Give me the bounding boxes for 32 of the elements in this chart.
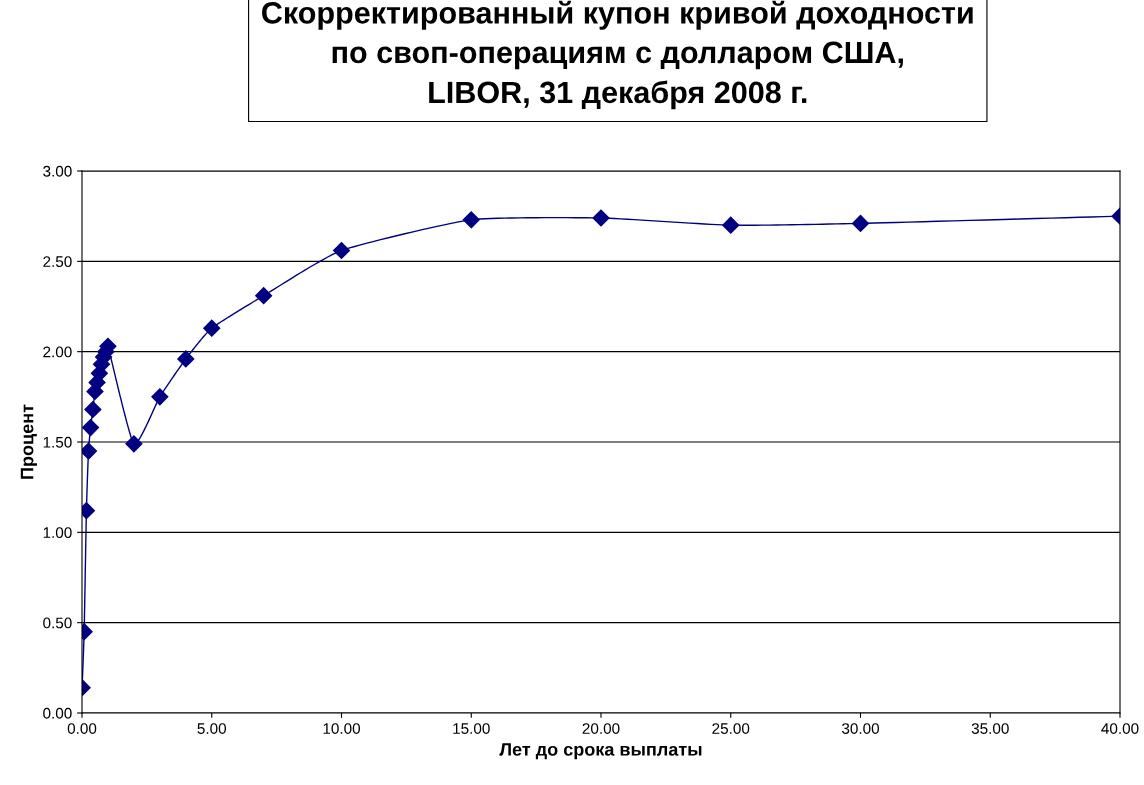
point: [462, 211, 480, 229]
point: [203, 319, 221, 337]
x-axis-title: Лет до срока выплаты: [499, 743, 702, 760]
x-tick-label: 20.00: [582, 723, 620, 734]
point: [82, 442, 98, 460]
y-tick-label: 3.00: [43, 165, 72, 177]
x-tick-label: 35.00: [971, 723, 1009, 734]
point: [84, 400, 102, 419]
x-tick-label: 10.00: [323, 723, 361, 734]
point: [82, 418, 100, 437]
y-tick-label: 1.00: [43, 527, 72, 539]
x-tick-label: 5.00: [197, 723, 227, 734]
point: [255, 287, 273, 305]
y-tick-label: 1.50: [43, 436, 72, 448]
point: [592, 209, 610, 227]
x-tick-label: 30.00: [841, 723, 880, 734]
point: [722, 216, 740, 234]
x-tick-label: 15.00: [453, 723, 490, 734]
y-axis-title: Процент: [20, 404, 37, 479]
x-tick-label: 40.00: [1101, 723, 1139, 734]
y-tick-label: 0.50: [43, 617, 72, 629]
y-tick-label: 2.50: [43, 256, 72, 268]
y-tick-label: 0.00: [43, 707, 72, 719]
point: [177, 350, 195, 368]
x-tick-label: 0.00: [67, 723, 97, 734]
point: [851, 214, 870, 232]
chart-title: Скорректированный купон кривой доходности по своп-операциям с долларом США, LIBOR, 31 декабря 2008 г.: [262, 0, 973, 110]
point: [151, 388, 169, 406]
y-tick-label: 2.00: [43, 346, 72, 358]
point: [125, 435, 143, 453]
point: [332, 241, 351, 260]
x-tick-label: 25.00: [712, 723, 750, 734]
